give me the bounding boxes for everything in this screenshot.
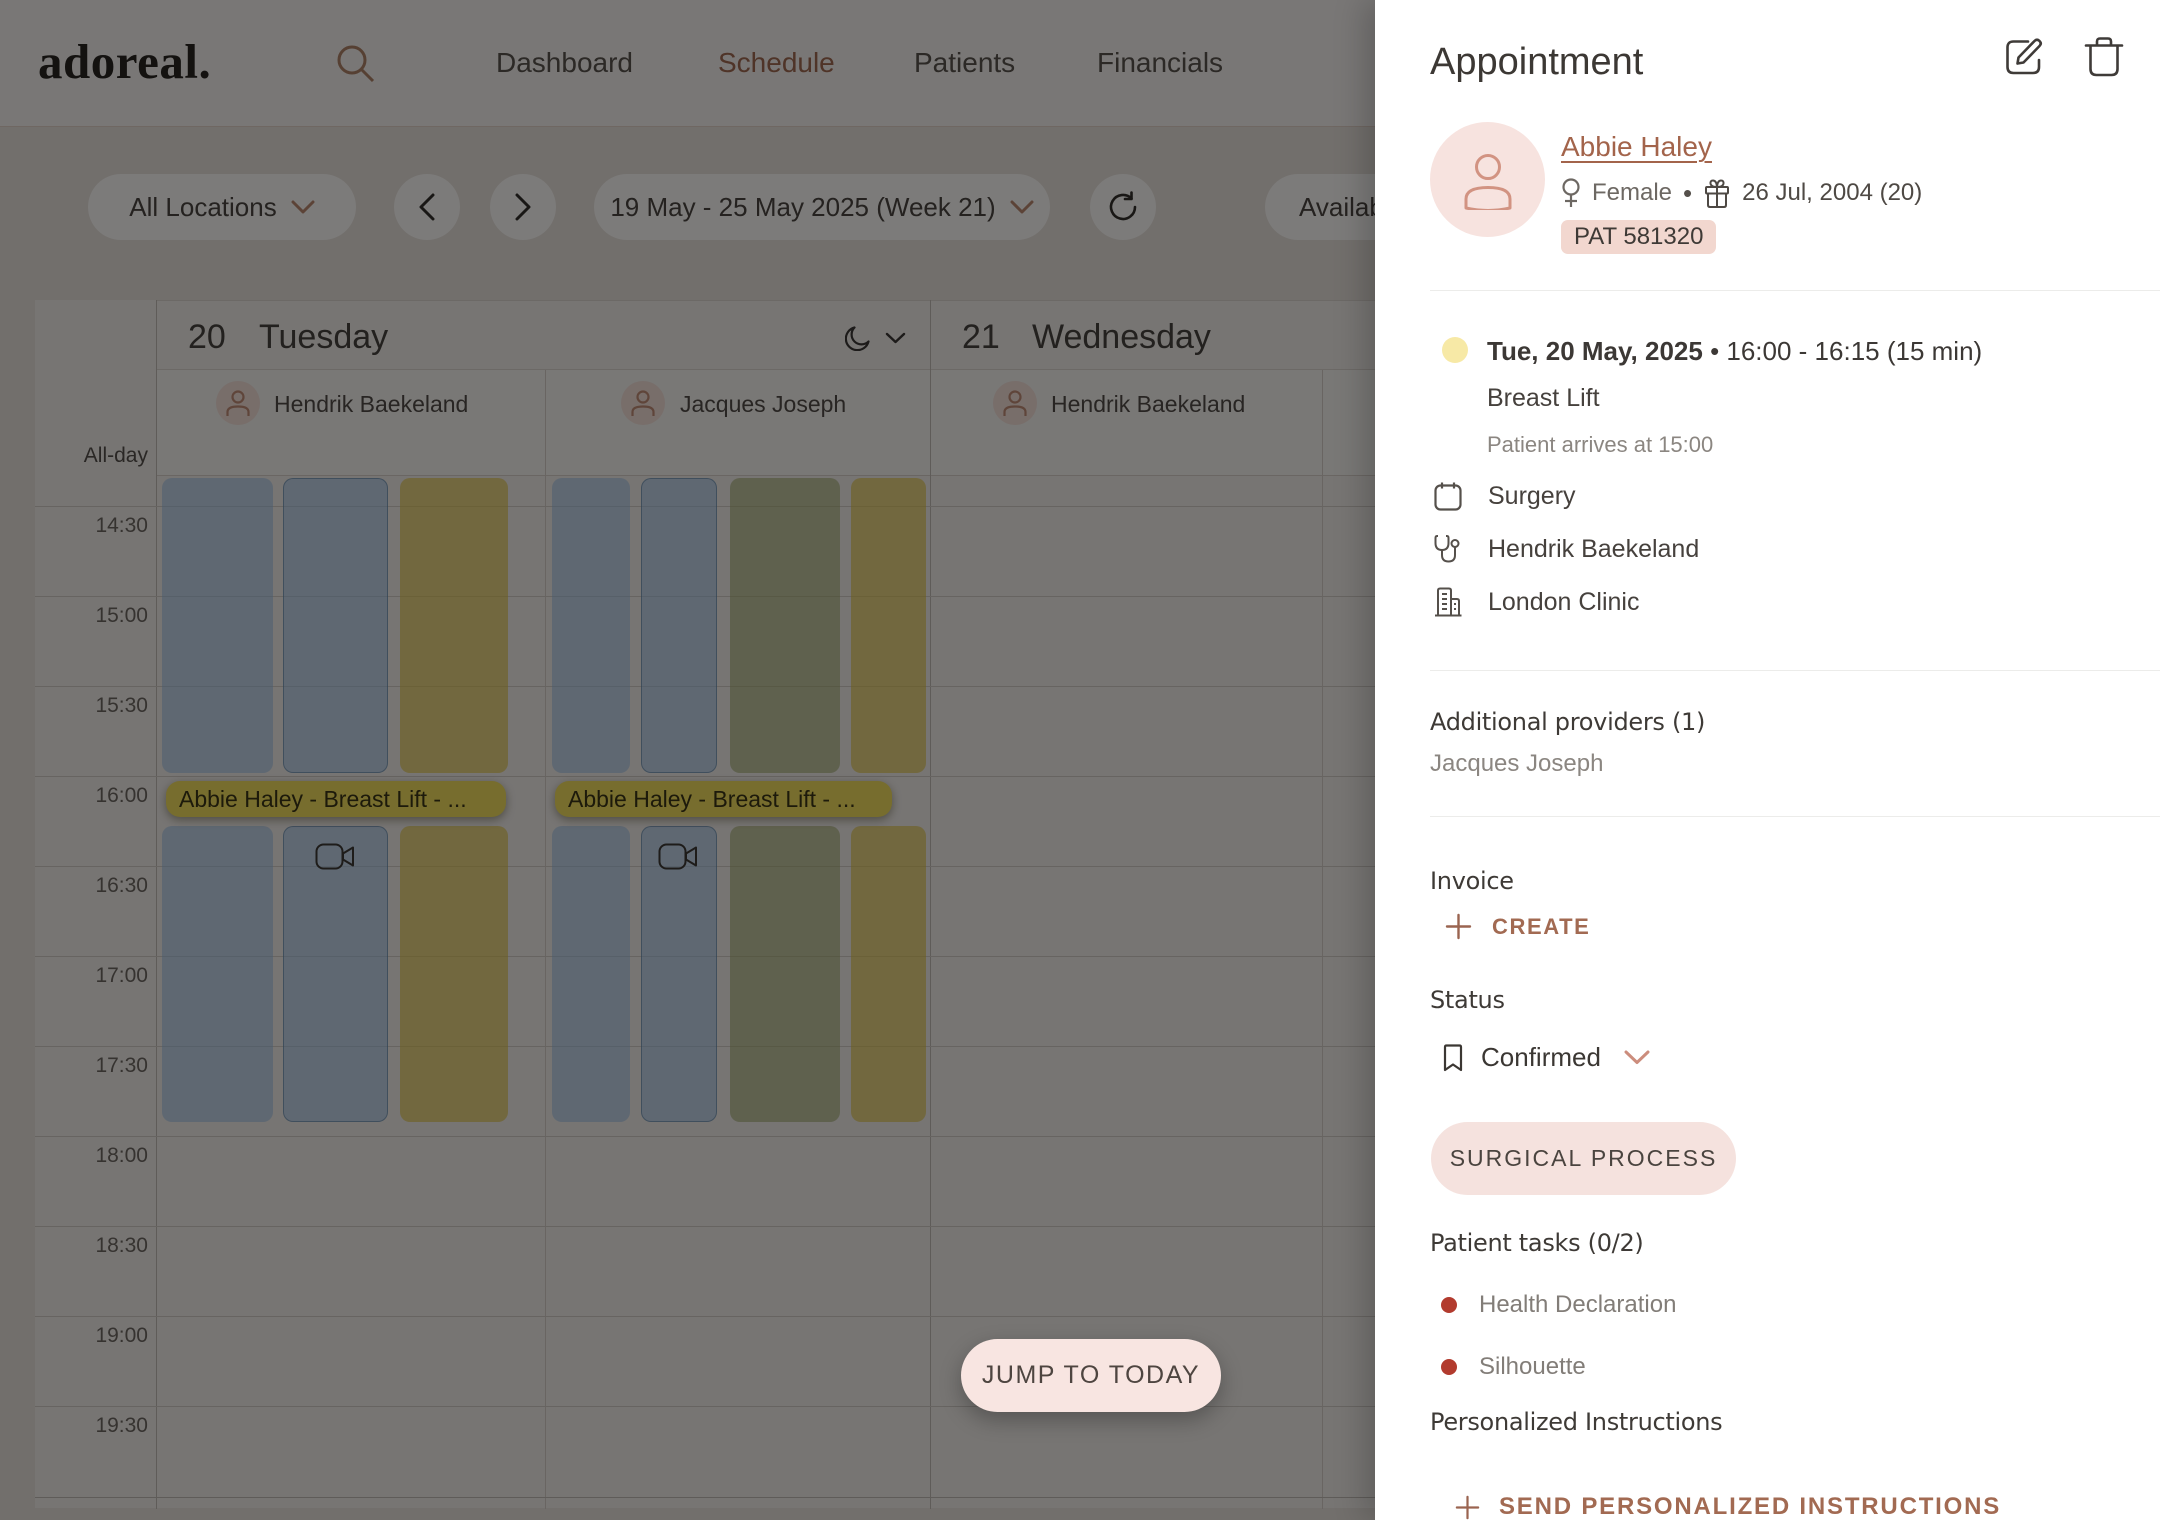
appointment-clinic-row: London Clinic: [1434, 587, 1640, 617]
appointment-type-row: Surgery: [1434, 481, 1576, 511]
divider: [1430, 670, 2160, 671]
plus-icon: [1455, 1495, 1480, 1519]
invoice-label: Invoice: [1430, 867, 1514, 895]
procedure-name: Breast Lift: [1487, 384, 1600, 412]
divider: [1430, 290, 2160, 291]
person-icon: [1464, 153, 1511, 210]
task-name: Health Declaration: [1479, 1291, 1677, 1318]
trash-icon: [2084, 37, 2124, 77]
jump-to-today-button[interactable]: JUMP TO TODAY: [961, 1339, 1221, 1412]
appointment-provider-row: Hendrik Baekeland: [1434, 534, 1699, 564]
gift-icon: [1705, 178, 1730, 208]
patient-birthdate: 26 Jul, 2004 (20): [1742, 179, 1923, 206]
task-row: Silhouette: [1441, 1353, 1586, 1381]
create-invoice-button[interactable]: CREATE: [1445, 913, 1590, 940]
appointment-datetime: Tue, 20 May, 2025 • 16:00 - 16:15 (15 mi…: [1487, 336, 1982, 367]
patient-id-badge: PAT 581320: [1561, 220, 1717, 254]
task-status-dot: [1441, 1359, 1457, 1375]
task-name: Silhouette: [1479, 1353, 1586, 1380]
send-personalized-instructions-button[interactable]: SEND PERSONALIZED INSTRUCTIONS: [1455, 1493, 2001, 1520]
patient-meta: Female • 26 Jul, 2004 (20): [1561, 178, 1922, 208]
divider: [1430, 816, 2160, 817]
appointment-time: • 16:00 - 16:15 (15 min): [1710, 336, 1983, 366]
event-color-dot: [1442, 337, 1468, 363]
appointment-date: Tue, 20 May, 2025: [1487, 336, 1703, 366]
appointment-clinic: London Clinic: [1488, 587, 1640, 616]
send-personalized-instructions-label: SEND PERSONALIZED INSTRUCTIONS: [1499, 1493, 2002, 1520]
patient-sex: Female: [1592, 179, 1673, 206]
patient-tasks-label: Patient tasks (0/2): [1430, 1229, 1644, 1257]
arrival-note: Patient arrives at 15:00: [1487, 432, 1714, 457]
appointment-provider: Hendrik Baekeland: [1488, 534, 1700, 563]
stethoscope-icon: [1434, 535, 1460, 563]
chevron-down-icon: [1624, 1050, 1650, 1064]
appointment-panel: Appointment Abbie Haley Female • 26 Jul,…: [1375, 0, 2182, 1520]
task-row: Health Declaration: [1441, 1291, 1676, 1319]
building-icon: [1435, 587, 1462, 617]
patient-name-link[interactable]: Abbie Haley: [1561, 131, 1712, 162]
edit-appointment-button[interactable]: [2002, 36, 2046, 80]
status-label: Status: [1430, 986, 1505, 1014]
appointment-type: Surgery: [1488, 481, 1576, 510]
separator-dot: •: [1683, 177, 1693, 208]
plus-icon: [1445, 913, 1472, 940]
create-invoice-label: CREATE: [1492, 913, 1591, 939]
bookmark-icon: [1443, 1043, 1463, 1071]
edit-icon: [2006, 38, 2043, 75]
patient-avatar: [1430, 122, 1545, 237]
personalized-instructions-label: Personalized Instructions: [1430, 1408, 1723, 1436]
task-status-dot: [1441, 1297, 1457, 1313]
panel-title: Appointment: [1430, 41, 1644, 83]
additional-providers-label: Additional providers (1): [1430, 708, 1706, 736]
additional-provider-name: Jacques Joseph: [1430, 750, 1604, 777]
surgical-process-button[interactable]: SURGICAL PROCESS: [1431, 1122, 1736, 1195]
status-value: Confirmed: [1481, 1042, 1601, 1072]
female-icon: [1562, 178, 1580, 207]
delete-appointment-button[interactable]: [2082, 36, 2126, 80]
calendar-icon: [1434, 482, 1462, 511]
status-select[interactable]: Confirmed: [1442, 1042, 1650, 1073]
